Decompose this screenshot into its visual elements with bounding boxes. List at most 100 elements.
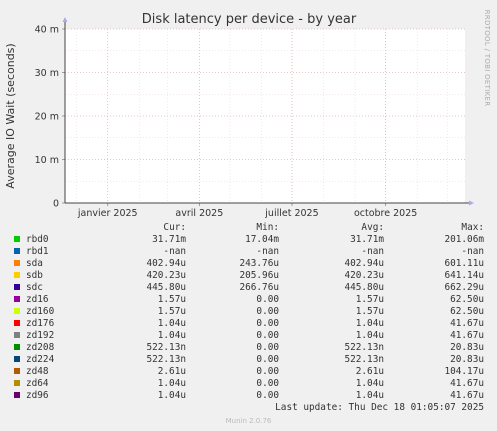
legend-row: zd176 1.04u 0.00 1.04u 41.67u [0,318,497,330]
legend-row: rbd1 -nan -nan -nan -nan [0,246,497,258]
legend-swatch [14,320,20,326]
legend-avg: 1.04u [355,330,384,341]
legend-avg: 1.04u [355,390,384,401]
legend-max: 662.29u [444,282,484,293]
col-max: Max: [461,222,484,233]
legend-avg: 2.61u [355,366,384,377]
legend-avg: 402.94u [344,258,384,269]
legend-cur: 1.04u [157,318,186,329]
x-tick-label: avril 2025 [175,208,223,219]
legend-header: Cur: Min: Avg: Max: [0,222,497,234]
legend-max: 41.67u [450,330,484,341]
legend-name: rbd0 [26,234,49,245]
legend-min: 0.00 [256,318,279,329]
legend-cur: 1.04u [157,390,186,401]
legend-name: zd48 [26,366,49,377]
legend-cur: 1.57u [157,294,186,305]
legend-max: 201.06m [444,234,484,245]
legend-name: zd160 [26,306,55,317]
legend-max: 601.11u [444,258,484,269]
legend-min: 17.04m [245,234,279,245]
legend-min: 0.00 [256,390,279,401]
legend-swatch [14,356,20,362]
legend-swatch [14,272,20,278]
legend-avg: 445.80u [344,282,384,293]
legend-name: zd224 [26,354,55,365]
legend-min: 266.76u [239,282,279,293]
legend-swatch [14,368,20,374]
grid [65,28,465,204]
legend-cur: 2.61u [157,366,186,377]
y-tick-label: 30 m [35,68,59,79]
legend-avg: 1.04u [355,318,384,329]
legend: Cur: Min: Avg: Max: rbd0 31.71m 17.04m 31.7… [0,222,497,402]
legend-name: zd96 [26,390,49,401]
munin-version: Munin 2.0.76 [225,417,272,425]
y-tick-label: 0 [53,199,59,210]
legend-min: 0.00 [256,342,279,353]
legend-name: zd16 [26,294,49,305]
legend-swatch [14,236,20,242]
legend-max: 62.50u [450,294,484,305]
legend-row: zd192 1.04u 0.00 1.04u 41.67u [0,330,497,342]
legend-row: zd224 522.13n 0.00 522.13n 20.83u [0,354,497,366]
legend-name: rbd1 [26,246,49,257]
legend-max: -nan [461,246,484,257]
legend-min: -nan [256,246,279,257]
legend-cur: 522.13n [146,342,186,353]
legend-max: 20.83u [450,342,484,353]
legend-name: sdc [26,282,43,293]
legend-name: zd208 [26,342,55,353]
legend-cur: 1.57u [157,306,186,317]
y-axis-arrow [62,17,68,22]
x-tick-label: octobre 2025 [354,208,417,219]
legend-swatch [14,380,20,386]
legend-avg: 31.71m [350,234,384,245]
legend-min: 243.76u [239,258,279,269]
legend-cur: 522.13n [146,354,186,365]
legend-row: zd64 1.04u 0.00 1.04u 41.67u [0,378,497,390]
legend-cur: 402.94u [146,258,186,269]
legend-swatch [14,392,20,398]
legend-cur: 31.71m [152,234,186,245]
y-axis: 0 10 m 20 m 30 m 40 m [35,25,65,210]
legend-cur: 1.04u [157,378,186,389]
legend-avg: 1.57u [355,306,384,317]
legend-cur: 420.23u [146,270,186,281]
col-cur: Cur: [163,222,186,233]
chart: 0 10 m 20 m 30 m 40 m janvier 2025 avril 2025… [4,10,491,219]
legend-avg: 522.13n [344,354,384,365]
x-tick-label: juillet 2025 [264,208,318,219]
legend-row: sda 402.94u 243.76u 402.94u 601.11u [0,258,497,270]
legend-cur: 1.04u [157,330,186,341]
legend-avg: 522.13n [344,342,384,353]
legend-max: 641.14u [444,270,484,281]
y-tick-label: 40 m [35,25,59,36]
col-avg: Avg: [361,222,384,233]
x-tick-label: janvier 2025 [77,208,138,219]
x-axis-arrow [469,200,474,206]
legend-row: zd16 1.57u 0.00 1.57u 62.50u [0,294,497,306]
y-tick-label: 20 m [35,112,59,123]
axes [62,17,474,206]
legend-min: 0.00 [256,366,279,377]
legend-cur: 445.80u [146,282,186,293]
legend-cur: -nan [163,246,186,257]
legend-swatch [14,332,20,338]
legend-min: 0.00 [256,306,279,317]
legend-name: zd192 [26,330,55,341]
legend-min: 205.96u [239,270,279,281]
side-label: RRDTOOL / TOBI OETIKER [483,10,491,107]
legend-swatch [14,296,20,302]
legend-swatch [14,248,20,254]
y-tick-label: 10 m [35,155,59,166]
legend-name: zd176 [26,318,55,329]
legend-min: 0.00 [256,378,279,389]
legend-avg: 420.23u [344,270,384,281]
legend-max: 41.67u [450,378,484,389]
legend-min: 0.00 [256,294,279,305]
legend-avg: 1.04u [355,378,384,389]
legend-swatch [14,260,20,266]
last-update: Last update: Thu Dec 18 01:05:07 2025 [275,402,484,413]
col-min: Min: [256,222,279,233]
